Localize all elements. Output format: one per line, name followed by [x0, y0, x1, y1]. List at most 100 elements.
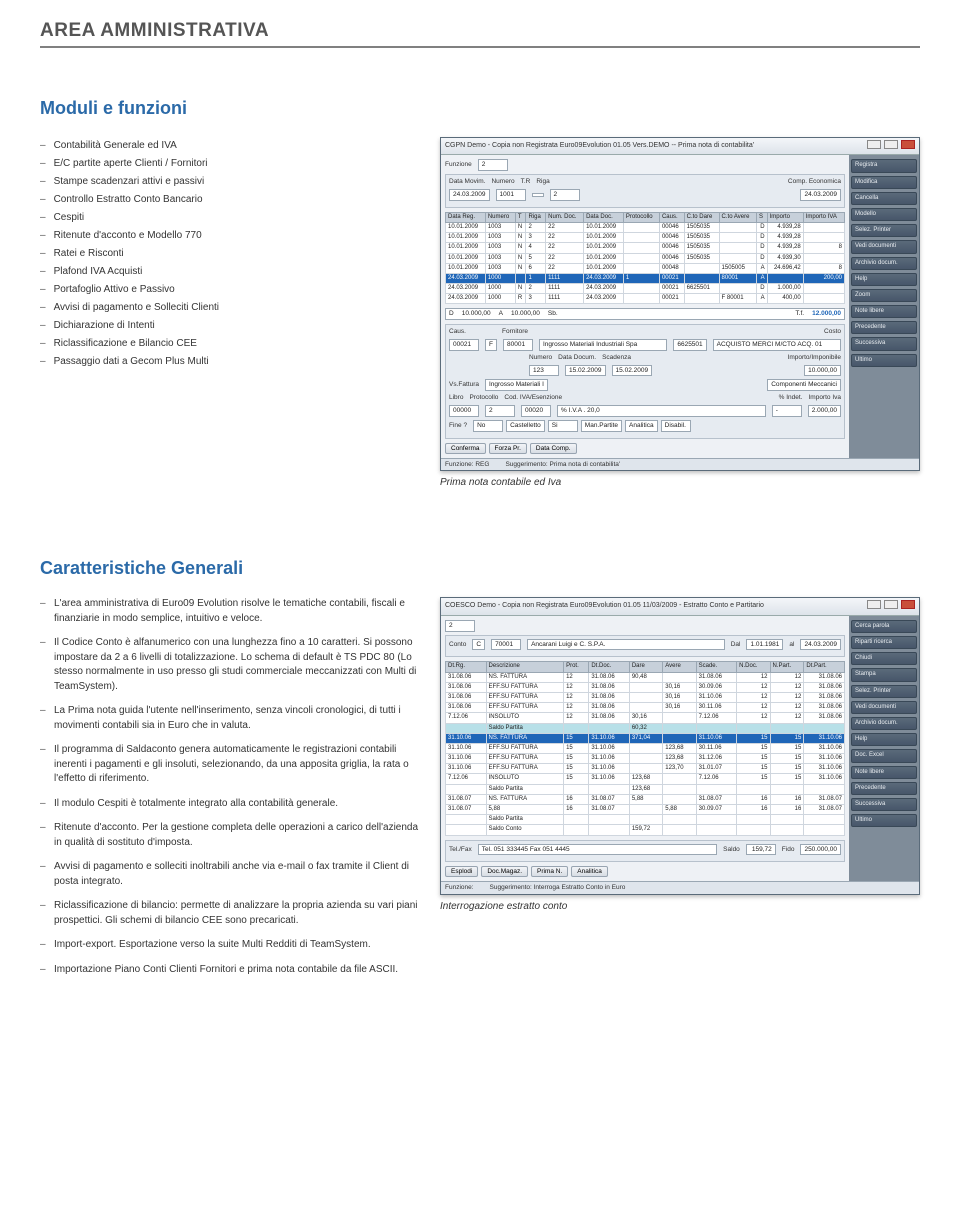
- fine-option[interactable]: Castelletto: [506, 420, 545, 432]
- app1-tr[interactable]: [532, 193, 544, 197]
- fine-option[interactable]: No: [473, 420, 503, 432]
- table-row[interactable]: 31.08.06NS. FATTURA1231.08.0690,4831.08.…: [446, 672, 845, 682]
- table-row[interactable]: 10.01.20091003N52210.01.2009000461505035…: [446, 253, 845, 263]
- app1-riga[interactable]: 2: [550, 189, 580, 201]
- sidebar-button[interactable]: Riparti ricerca: [851, 636, 917, 649]
- sidebar-button[interactable]: Help: [851, 733, 917, 746]
- sidebar-button[interactable]: Selez. Printer: [851, 224, 917, 237]
- table-row[interactable]: 31.08.075,881631.08.075,8830.09.07161631…: [446, 805, 845, 815]
- maximize-icon[interactable]: [884, 140, 898, 149]
- table-row[interactable]: Saldo Conto159,72: [446, 825, 845, 835]
- table-row[interactable]: 10.01.20091003N22210.01.2009000461505035…: [446, 222, 845, 232]
- app2-func[interactable]: 2: [445, 620, 475, 632]
- sidebar-button[interactable]: Cancella: [851, 192, 917, 205]
- app1-scad[interactable]: 15.02.2009: [612, 365, 653, 377]
- table-row[interactable]: 31.10.06EFF.SU FATTURA1531.10.06123,7031…: [446, 764, 845, 774]
- table-row[interactable]: 31.10.06EFF.SU FATTURA1531.10.06123,6830…: [446, 743, 845, 753]
- action-button[interactable]: Conferma: [445, 443, 486, 454]
- action-button[interactable]: Prima N.: [531, 866, 568, 877]
- app1-caus[interactable]: 00021: [449, 339, 479, 351]
- app1-datamov[interactable]: 24.03.2009: [449, 189, 490, 201]
- table-row[interactable]: 31.08.06EFF.SU FATTURA1231.08.0630,1630.…: [446, 703, 845, 713]
- sidebar-button[interactable]: Modifica: [851, 176, 917, 189]
- app1-impiva[interactable]: 2.000,00: [808, 405, 841, 417]
- app1-vsf[interactable]: Ingrosso Materiali I: [485, 379, 548, 391]
- sidebar-button[interactable]: Cerca parola: [851, 620, 917, 633]
- app1-dnum[interactable]: 123: [529, 365, 559, 377]
- minimize-icon[interactable]: [867, 600, 881, 609]
- close-icon[interactable]: [901, 140, 915, 149]
- table-row[interactable]: 10.01.20091003N42210.01.2009000461505035…: [446, 243, 845, 253]
- table-row[interactable]: 7.12.06INSOLUTO1231.08.0630,167.12.06121…: [446, 713, 845, 723]
- table-row[interactable]: Saldo Partita: [446, 815, 845, 825]
- app1-costo[interactable]: 6625501: [673, 339, 706, 351]
- table-row[interactable]: 24.03.20091000R3111124.03.200900021F 800…: [446, 294, 845, 304]
- table-row[interactable]: 24.03.200910001111124.03.200910002180001…: [446, 273, 845, 283]
- app1-fornN[interactable]: 80001: [503, 339, 533, 351]
- sidebar-button[interactable]: Stampa: [851, 668, 917, 681]
- app1-fornF[interactable]: F: [485, 339, 497, 351]
- app1-numero[interactable]: 1001: [496, 189, 526, 201]
- action-button[interactable]: Esplodi: [445, 866, 478, 877]
- fine-option[interactable]: Analitica: [625, 420, 658, 432]
- table-row[interactable]: 31.08.06EFF.SU FATTURA1231.08.0630,1630.…: [446, 682, 845, 692]
- sidebar-button[interactable]: Archivio docum.: [851, 257, 917, 270]
- app1-codiva[interactable]: 00020: [521, 405, 551, 417]
- maximize-icon[interactable]: [884, 600, 898, 609]
- action-button[interactable]: Forza Pr.: [489, 443, 527, 454]
- sidebar-button[interactable]: Vedi documenti: [851, 701, 917, 714]
- app1-datad[interactable]: 15.02.2009: [565, 365, 606, 377]
- table-row[interactable]: 7.12.06INSOLUTO1531.10.06123,687.12.0615…: [446, 774, 845, 784]
- sidebar-button[interactable]: Precedente: [851, 782, 917, 795]
- app1-prot[interactable]: 2: [485, 405, 515, 417]
- app2-dal[interactable]: 1.01.1981: [746, 639, 783, 651]
- sidebar-button[interactable]: Selez. Printer: [851, 685, 917, 698]
- minimize-icon[interactable]: [867, 140, 881, 149]
- app1-libro[interactable]: 00000: [449, 405, 479, 417]
- table-row[interactable]: 31.10.06EFF.SU FATTURA1531.10.06123,6831…: [446, 754, 845, 764]
- sidebar-button[interactable]: Vedi documenti: [851, 240, 917, 253]
- app2-data-table[interactable]: Dt.Rg.DescrizioneProt.Dt.Doc.DareAvereSc…: [445, 661, 845, 835]
- action-button[interactable]: Analitica: [571, 866, 608, 877]
- table-row[interactable]: Saldo Partita123,68: [446, 784, 845, 794]
- table-row[interactable]: 10.01.20091003N32210.01.2009000461505035…: [446, 233, 845, 243]
- sidebar-button[interactable]: Note libere: [851, 305, 917, 318]
- sidebar-button[interactable]: Zoom: [851, 289, 917, 302]
- sidebar-button[interactable]: Precedente: [851, 321, 917, 334]
- table-row[interactable]: 31.10.06NS. FATTURA1531.10.06371,0431.10…: [446, 733, 845, 743]
- sidebar-button[interactable]: Successiva: [851, 798, 917, 811]
- sidebar-button[interactable]: Help: [851, 273, 917, 286]
- app2-conto-n[interactable]: 70001: [491, 639, 521, 651]
- table-row[interactable]: 31.08.07NS. FATTURA1631.08.075,8831.08.0…: [446, 794, 845, 804]
- sidebar-button[interactable]: Note libere: [851, 766, 917, 779]
- table-row[interactable]: 31.08.06EFF.SU FATTURA1231.08.0630,1631.…: [446, 692, 845, 702]
- sidebar-button[interactable]: Registra: [851, 159, 917, 172]
- sidebar-button[interactable]: Ultimo: [851, 354, 917, 367]
- app1-fornDesc[interactable]: Ingrosso Materiali Industriali Spa: [539, 339, 667, 351]
- app1-comp[interactable]: 24.03.2009: [800, 189, 841, 201]
- app1-data-table[interactable]: Data Reg.NumeroTRigaNum. Doc.Data Doc.Pr…: [445, 212, 845, 305]
- sidebar-button[interactable]: Ultimo: [851, 814, 917, 827]
- sidebar-button[interactable]: Successiva: [851, 337, 917, 350]
- app2-conto-d[interactable]: Ancarani Luigi e C. S.P.A.: [527, 639, 725, 651]
- app1-costoDesc[interactable]: ACQUISTO MERCI M/CTO ACQ. 01: [713, 339, 841, 351]
- table-row[interactable]: 10.01.20091003N62210.01.2009000481505005…: [446, 263, 845, 273]
- action-button[interactable]: Data Comp.: [530, 443, 577, 454]
- app1-func-value[interactable]: 2: [478, 159, 508, 171]
- app2-al[interactable]: 24.03.2009: [800, 639, 841, 651]
- sidebar-button[interactable]: Modello: [851, 208, 917, 221]
- table-row[interactable]: Saldo Partita60,32: [446, 723, 845, 733]
- action-button[interactable]: Doc.Magaz.: [481, 866, 528, 877]
- sidebar-button[interactable]: Doc. Excel: [851, 749, 917, 762]
- app2-conto-t[interactable]: C: [472, 639, 485, 651]
- table-row[interactable]: 24.03.20091000N2111124.03.20090002166255…: [446, 284, 845, 294]
- fine-option[interactable]: Man.Partite: [581, 420, 622, 432]
- app1-compm[interactable]: Componenti Meccanici: [767, 379, 841, 391]
- sidebar-button[interactable]: Archivio docum.: [851, 717, 917, 730]
- sidebar-button[interactable]: Chiudi: [851, 652, 917, 665]
- close-icon[interactable]: [901, 600, 915, 609]
- fine-option[interactable]: Si: [548, 420, 578, 432]
- fine-option[interactable]: Disabil.: [661, 420, 691, 432]
- app1-imp[interactable]: 10.000,00: [804, 365, 841, 377]
- app1-indet[interactable]: -: [772, 405, 802, 417]
